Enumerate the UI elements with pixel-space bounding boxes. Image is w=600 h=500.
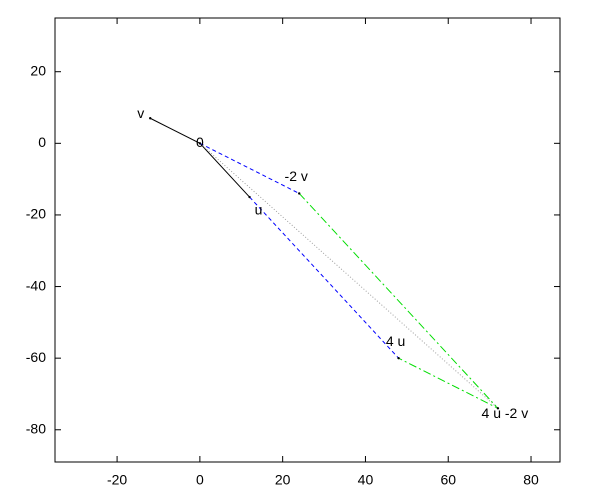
x-tick-label: 0 xyxy=(196,472,204,488)
point xyxy=(397,356,400,360)
x-tick-label: -20 xyxy=(107,472,127,488)
x-tick-label: 80 xyxy=(523,472,539,488)
x-tick-label: 60 xyxy=(440,472,456,488)
point xyxy=(198,142,202,145)
plot-frame xyxy=(54,17,561,463)
point-label: -2 v xyxy=(285,168,308,184)
point-label: 4 u xyxy=(386,333,405,349)
point-label: v xyxy=(137,105,144,121)
vector-line xyxy=(249,196,399,359)
y-tick-label: -40 xyxy=(26,277,46,293)
vector-line xyxy=(149,117,250,198)
x-tick-label: 20 xyxy=(275,472,291,488)
y-tick-label: 20 xyxy=(30,62,46,78)
y-tick-label: -60 xyxy=(26,349,46,365)
y-tick-label: -20 xyxy=(26,206,46,222)
point xyxy=(149,117,152,120)
vector-line xyxy=(199,142,300,194)
y-tick-label: 0 xyxy=(38,134,46,150)
point xyxy=(496,407,500,410)
point xyxy=(298,192,301,195)
x-tick-label: 40 xyxy=(358,472,374,488)
point-label: 4 u -2 v xyxy=(482,405,529,421)
point xyxy=(248,195,251,199)
vector-line xyxy=(199,142,499,409)
point-label: u xyxy=(255,202,263,218)
y-tick-label: -80 xyxy=(26,420,46,436)
point-label: 0 xyxy=(196,134,204,150)
vector-line xyxy=(298,193,499,409)
